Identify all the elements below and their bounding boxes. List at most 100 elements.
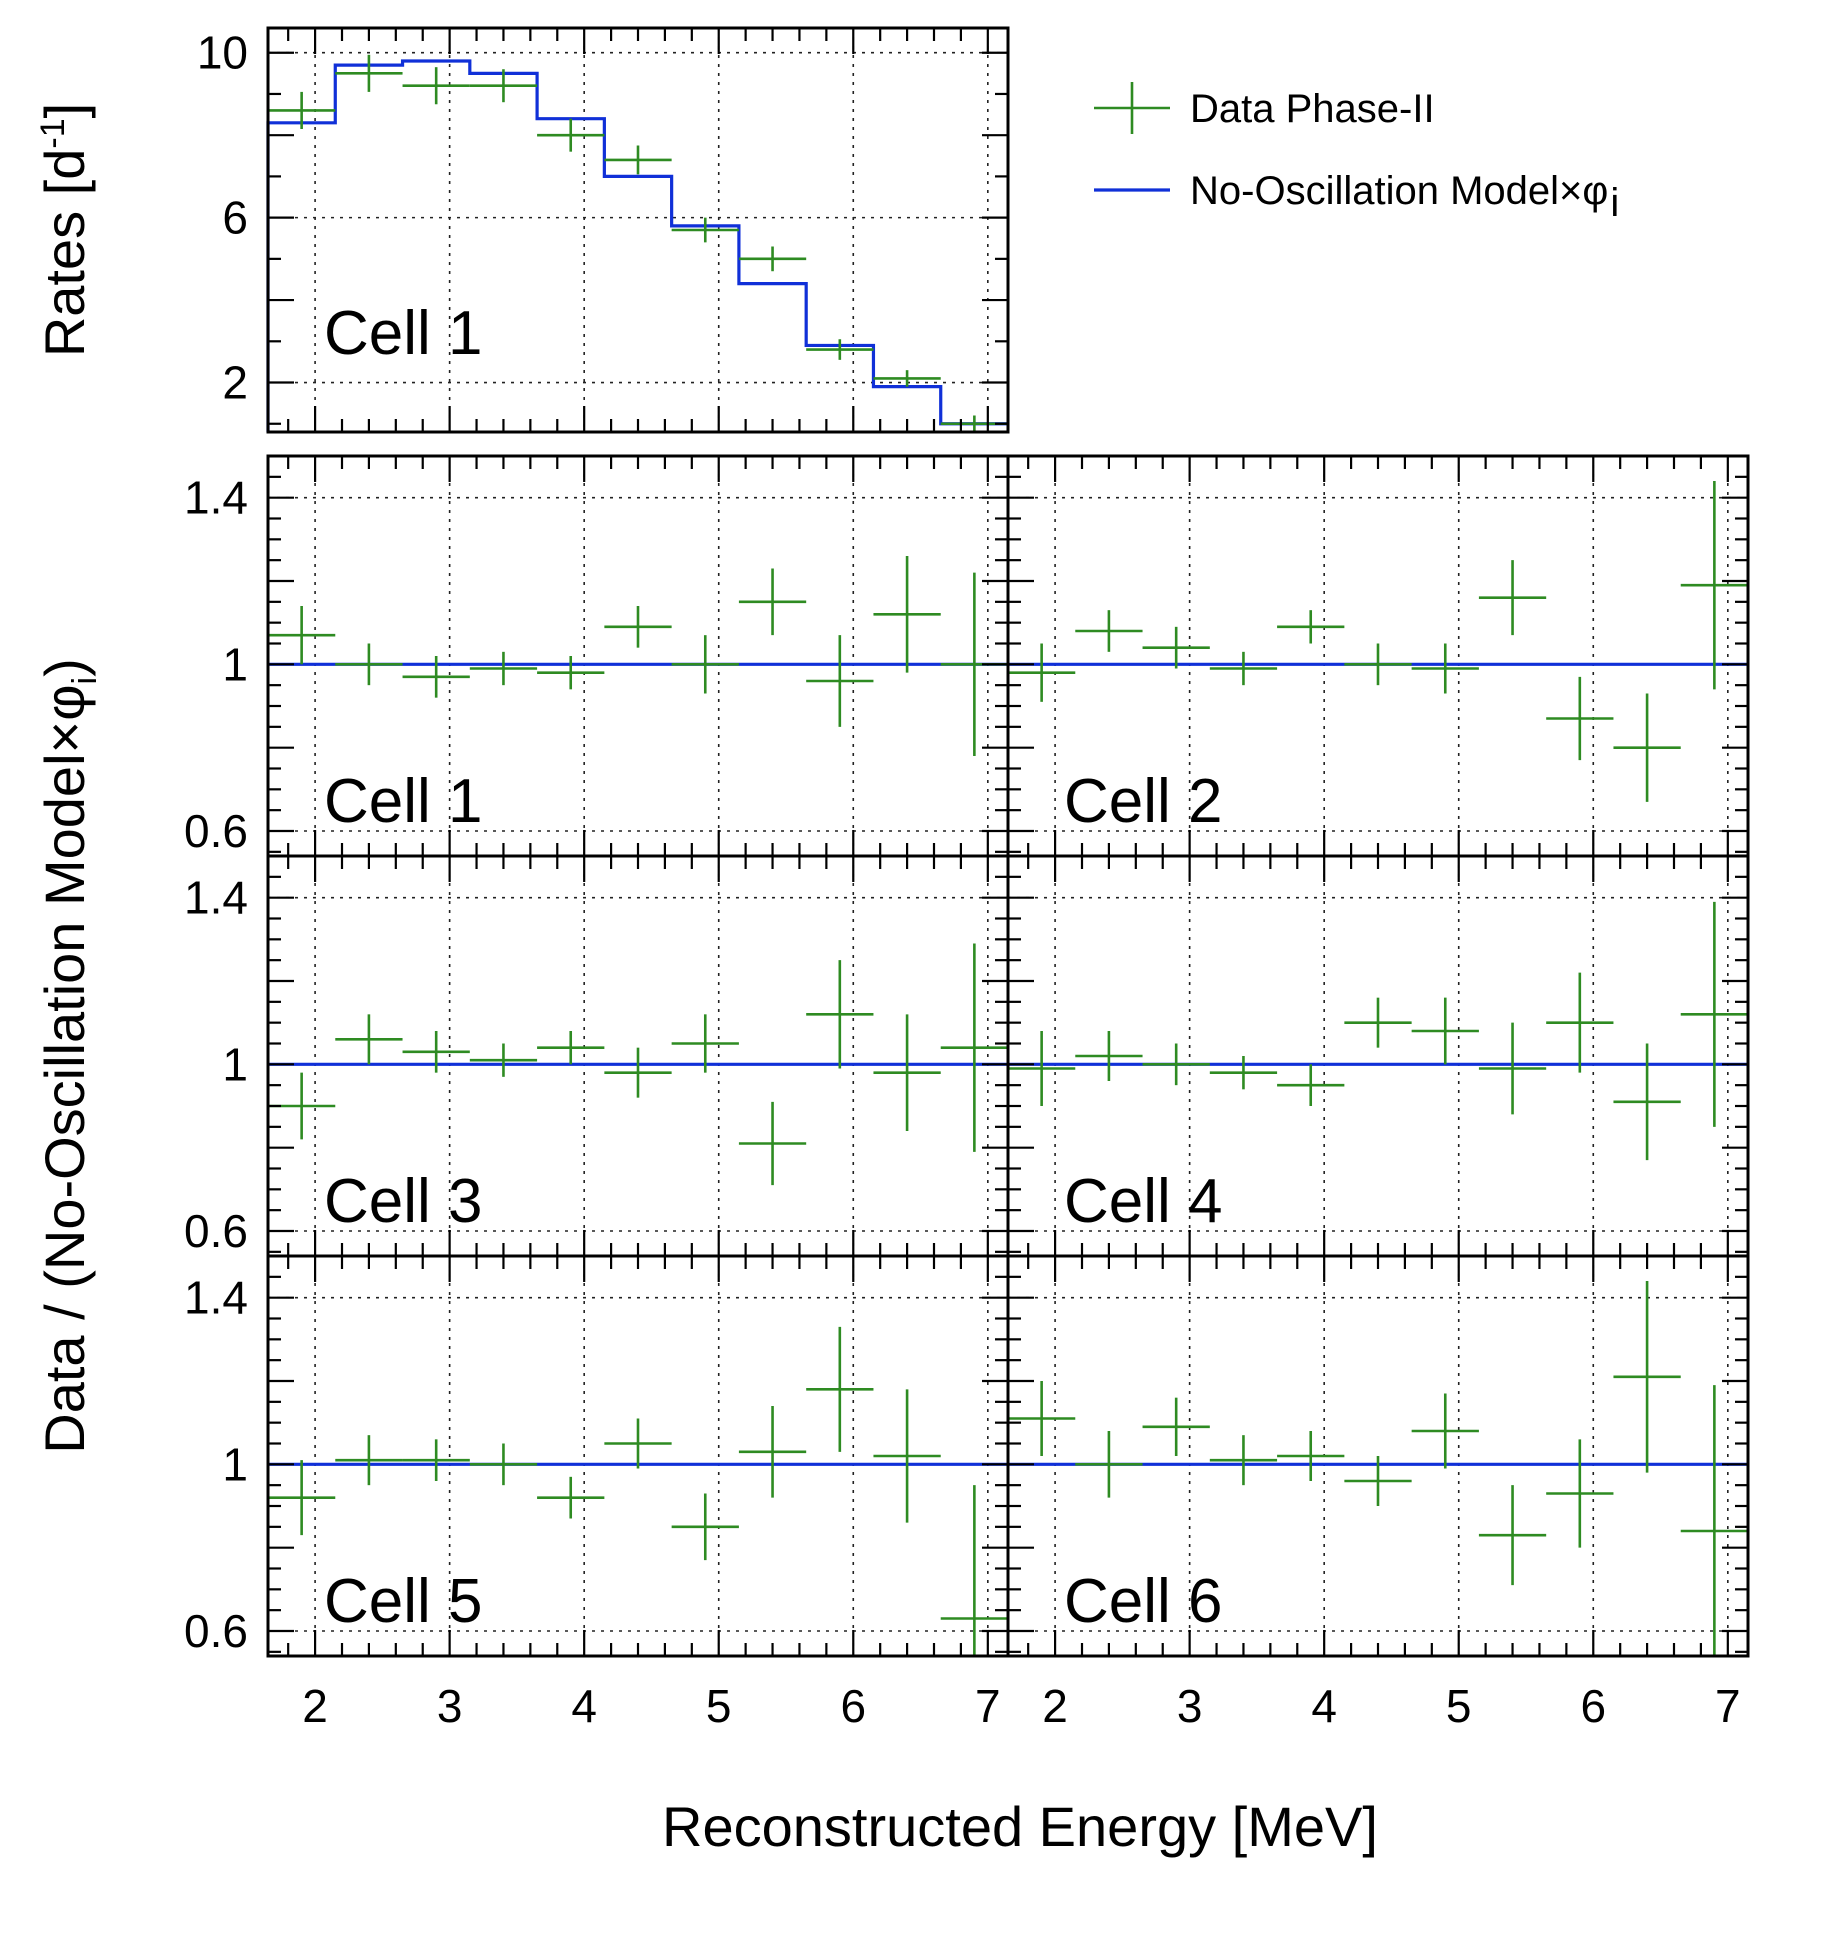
data-point	[1344, 997, 1412, 1048]
data-point	[1613, 693, 1681, 802]
panel-frame	[1006, 1254, 1750, 1658]
data-point	[1209, 1056, 1278, 1090]
legend-label: Data Phase-II	[1190, 87, 1435, 131]
data-point	[1546, 1439, 1614, 1548]
data-point	[738, 568, 807, 636]
cell-label: Cell 6	[1064, 1567, 1223, 1636]
ratio-y-axis-title: Data / (No-Oscillation Model×φi)	[33, 658, 104, 1453]
y-tick-label: 2	[222, 357, 248, 409]
cell-label: Cell 1	[324, 299, 483, 368]
data-point	[671, 1493, 739, 1561]
data-point	[604, 606, 672, 648]
x-tick-label: 6	[840, 1680, 866, 1732]
data-point	[469, 1443, 538, 1486]
y-tick-label: 1.4	[184, 872, 248, 924]
x-tick-label: 5	[1446, 1680, 1472, 1732]
legend: Data Phase-II No-Oscillation Model×φ i	[1094, 82, 1619, 225]
data-point	[873, 1014, 941, 1131]
data-point	[268, 1460, 336, 1536]
data-point	[537, 1031, 605, 1065]
legend-label: No-Oscillation Model×φ	[1190, 169, 1608, 213]
y-tick-label: 1.4	[184, 472, 248, 524]
data-point	[1546, 676, 1614, 761]
y-tick-label: 0.6	[184, 1605, 248, 1657]
data-point	[1680, 481, 1748, 690]
cell-label: Cell 3	[324, 1167, 483, 1236]
data-point	[1075, 1031, 1143, 1081]
data-point	[738, 1406, 807, 1498]
data-point	[671, 635, 739, 694]
x-tick-label: 2	[302, 1680, 328, 1732]
data-point	[873, 1389, 941, 1523]
data-point	[940, 943, 1008, 1152]
data-point	[604, 145, 672, 175]
data-point	[940, 1485, 1008, 1656]
data-point	[1478, 1485, 1547, 1586]
data-point	[671, 217, 739, 243]
panel-frame	[266, 26, 1010, 434]
data-point	[1277, 1431, 1345, 1481]
data-point	[806, 635, 874, 727]
data-point	[1613, 1281, 1681, 1473]
data-point	[268, 606, 336, 665]
legend-label-subscript: i	[1610, 181, 1619, 225]
data-point	[1142, 1043, 1210, 1086]
data-point	[1075, 610, 1143, 652]
data-point	[604, 1047, 672, 1098]
rates-y-axis-title: Rates [d-1]	[33, 103, 96, 357]
data-point	[1008, 1381, 1076, 1456]
data-point	[335, 1014, 403, 1065]
data-point	[873, 556, 941, 673]
data-point	[402, 1031, 470, 1073]
y-tick-label: 1	[222, 638, 248, 690]
x-tick-label: 2	[1042, 1680, 1068, 1732]
data-point	[537, 656, 605, 690]
cell-label: Cell 4	[1064, 1167, 1223, 1236]
data-point	[402, 67, 470, 105]
x-tick-label: 7	[975, 1680, 1001, 1732]
data-point	[738, 246, 807, 272]
data-point	[1209, 1435, 1278, 1486]
data-point	[806, 960, 874, 1069]
data-point	[1478, 1022, 1547, 1115]
data-point	[1008, 1031, 1076, 1106]
data-point	[738, 1101, 807, 1186]
data-point	[469, 69, 538, 103]
data-point	[537, 1476, 605, 1519]
cell-label: Cell 2	[1064, 767, 1223, 836]
data-point	[1411, 997, 1479, 1065]
data-point	[1008, 643, 1076, 702]
cell-label: Cell 5	[324, 1567, 483, 1636]
y-tick-label: 6	[222, 192, 248, 244]
model-step-histogram	[266, 59, 1008, 432]
y-tick-label: 0.6	[184, 1205, 248, 1257]
data-point	[469, 1043, 538, 1077]
data-point	[1142, 626, 1210, 669]
y-tick-label: 1	[222, 1038, 248, 1090]
x-tick-label: 3	[437, 1680, 463, 1732]
data-point	[1546, 972, 1614, 1073]
data-point	[1277, 610, 1345, 644]
data-point	[1478, 560, 1547, 636]
y-tick-label: 0.6	[184, 805, 248, 857]
data-point	[806, 1326, 874, 1452]
x-tick-label: 5	[706, 1680, 732, 1732]
x-tick-label: 4	[1311, 1680, 1337, 1732]
data-point	[1411, 1393, 1479, 1469]
data-point	[469, 651, 538, 686]
data-point	[335, 54, 403, 92]
data-point	[671, 1014, 739, 1073]
x-tick-label: 3	[1177, 1680, 1203, 1732]
data-point	[1277, 1064, 1345, 1106]
text-layer: 2 6 10 Cell 1 Rates [d-1] Cell 1 0.6 1 1.4 Cell 2…	[33, 27, 1741, 1858]
series-layer	[266, 54, 1748, 1656]
data-point	[873, 370, 941, 387]
cell-label: Cell 1	[324, 767, 483, 836]
y-tick-label: 1	[222, 1438, 248, 1490]
x-tick-label: 4	[571, 1680, 597, 1732]
data-point	[1680, 901, 1748, 1127]
data-point	[1680, 1385, 1748, 1656]
data-point	[604, 1418, 672, 1469]
data-point	[1344, 1456, 1412, 1506]
